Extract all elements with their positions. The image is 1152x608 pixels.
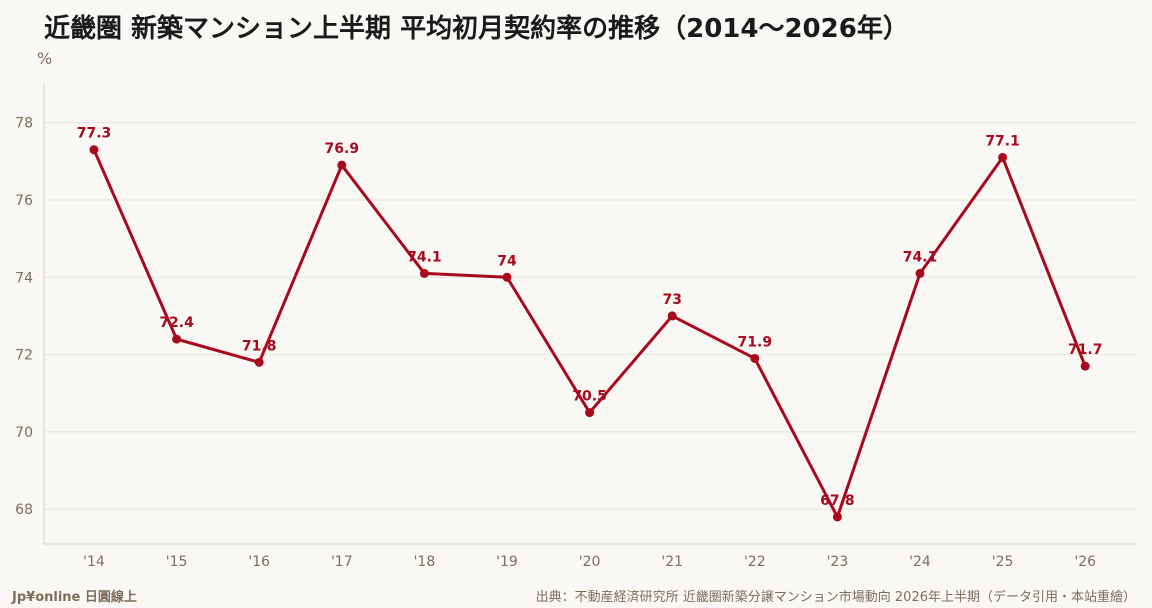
data-point [750, 353, 760, 363]
x-tick-label: '18 [414, 554, 436, 570]
y-tick-label: 78 [15, 116, 33, 132]
tick-labels: 68 70 72 74 76 78 '14 '15 '16 '17 '18 '19 '20 '21 '22 '… [15, 116, 1096, 570]
data-point [915, 268, 925, 278]
data-labels: 77.3 72.4 71.8 76.9 74.1 74 70.5 73 71.9 67.8 74.1… [77, 126, 1103, 509]
data-points [89, 145, 1090, 522]
data-point [667, 311, 677, 321]
data-point [585, 408, 595, 418]
data-label: 76.9 [325, 141, 360, 157]
x-tick-label: '14 [83, 554, 105, 570]
data-point [502, 272, 512, 282]
data-label: 74.1 [407, 249, 442, 265]
data-label: 67.8 [820, 493, 855, 509]
data-point [1080, 361, 1090, 371]
y-tick-label: 74 [15, 270, 33, 286]
grid-lines [44, 122, 1137, 510]
x-tick-label: '25 [992, 554, 1014, 570]
x-tick-label: '17 [331, 554, 353, 570]
data-label: 77.3 [77, 126, 112, 142]
data-point [419, 268, 429, 278]
data-label: 70.5 [572, 389, 607, 405]
y-tick-label: 72 [15, 348, 33, 364]
data-label: 74.1 [903, 249, 938, 265]
series-line-group [92, 148, 1087, 519]
data-point [172, 334, 182, 344]
x-tick-label: '26 [1074, 554, 1096, 570]
data-point [337, 160, 347, 170]
x-tick-label: '19 [496, 554, 518, 570]
y-tick-label: 70 [15, 425, 33, 441]
axes [43, 84, 1137, 545]
data-label: 71.7 [1068, 342, 1103, 358]
x-tick-label: '16 [248, 554, 270, 570]
x-tick-label: '22 [744, 554, 766, 570]
y-tick-label: 68 [15, 502, 33, 518]
brand-label: Jp¥online 日圓線上 [12, 590, 137, 605]
data-point [89, 145, 99, 155]
source-note: 出典：不動産経済研究所 近畿圏新築分譲マンション市場動向 2026年上半期（デー… [535, 590, 1136, 605]
data-point [998, 152, 1008, 162]
series-line [92, 148, 1087, 519]
data-label: 71.8 [242, 338, 277, 354]
x-tick-label: '23 [827, 554, 849, 570]
data-label: 77.1 [985, 133, 1020, 149]
x-tick-label: '15 [166, 554, 188, 570]
data-label: 72.4 [159, 315, 194, 331]
x-tick-label: '24 [909, 554, 931, 570]
y-tick-label: 76 [15, 193, 33, 209]
x-tick-label: '21 [661, 554, 683, 570]
data-point [254, 357, 264, 367]
data-label: 73 [662, 292, 681, 308]
data-label: 71.9 [738, 334, 773, 350]
data-label: 74 [497, 253, 517, 269]
y-axis-unit: % [37, 49, 53, 68]
chart-title: 近畿圏 新築マンション上半期 平均初月契約率の推移（2014〜2026年） [44, 14, 909, 44]
data-point [832, 512, 842, 522]
x-tick-label: '20 [579, 554, 601, 570]
